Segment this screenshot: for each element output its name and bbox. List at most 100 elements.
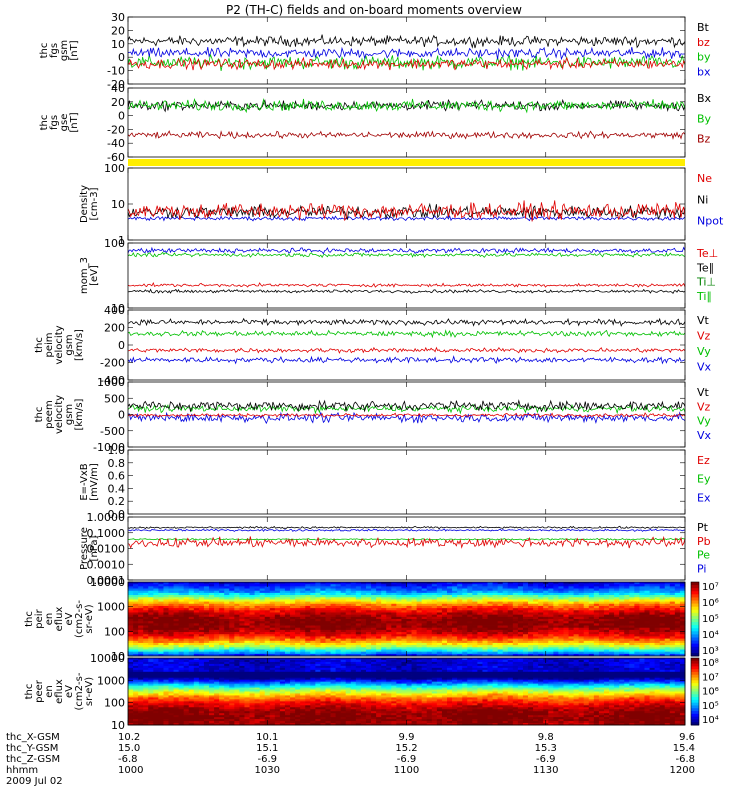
y-tick-label: 30 bbox=[111, 11, 125, 24]
colorbar-label: 10⁷ bbox=[702, 582, 719, 593]
colorbar-step bbox=[691, 594, 699, 598]
colorbar-step bbox=[691, 638, 699, 642]
figure-title: P2 (TH-C) fields and on-board moments ov… bbox=[226, 3, 522, 17]
y-axis-label: sr-eV) bbox=[84, 604, 95, 633]
legend-label: Vx bbox=[697, 361, 712, 374]
series-line-Pb bbox=[128, 536, 685, 548]
series-line-Pe bbox=[128, 538, 685, 540]
colorbar-step bbox=[691, 625, 699, 629]
legend-label: bz bbox=[697, 36, 710, 49]
series-line-Vz bbox=[128, 348, 685, 353]
colorbar-step bbox=[691, 597, 699, 601]
legend-label: Npot bbox=[697, 215, 724, 228]
colorbar-step bbox=[691, 619, 699, 623]
legend-label: Bz bbox=[697, 133, 711, 146]
legend-label: By bbox=[697, 112, 712, 125]
legend-label: Vy bbox=[697, 345, 711, 358]
legend-label: Te∥ bbox=[696, 261, 714, 274]
series-line-Te∥ bbox=[128, 290, 685, 294]
series-line-Bz bbox=[128, 131, 685, 139]
y-tick-label: 10000 bbox=[90, 576, 125, 589]
legend-label: by bbox=[697, 51, 711, 64]
series-line-Ti⊥ bbox=[128, 252, 685, 257]
y-tick-label: 1.0 bbox=[108, 444, 126, 457]
legend-label: Bx bbox=[697, 92, 712, 105]
series-line-Vt bbox=[128, 319, 685, 326]
colorbar-label: 10³ bbox=[702, 646, 719, 657]
y-tick-label: -40 bbox=[107, 137, 125, 150]
colorbar-step bbox=[691, 610, 699, 614]
y-tick-label: 0.2 bbox=[108, 495, 126, 508]
legend-label: Te⊥ bbox=[696, 247, 718, 260]
colorbar-step bbox=[691, 631, 699, 635]
colorbar-step bbox=[691, 634, 699, 638]
y-axis-label: [km/s] bbox=[74, 398, 85, 430]
y-tick-label: -10 bbox=[107, 65, 125, 78]
y-tick-label: 20 bbox=[111, 96, 125, 109]
panel-frame bbox=[128, 517, 685, 580]
colorbar-step bbox=[691, 647, 699, 651]
legend-label: Pi bbox=[697, 562, 706, 575]
y-tick-label: 10 bbox=[111, 198, 125, 211]
y-tick-label: 0 bbox=[118, 110, 125, 123]
y-tick-label: 0.6 bbox=[108, 470, 126, 483]
y-tick-label: 200 bbox=[104, 322, 125, 335]
legend-label: Ex bbox=[697, 491, 711, 504]
legend-label: bx bbox=[697, 65, 711, 78]
legend-label: Bt bbox=[697, 21, 710, 34]
legend-label: Ne bbox=[697, 172, 712, 185]
series-line-Pi bbox=[128, 529, 685, 531]
panel-frame bbox=[128, 243, 685, 308]
panel-frame bbox=[128, 88, 685, 157]
legend-label: Ez bbox=[697, 454, 710, 467]
y-tick-label: -20 bbox=[107, 123, 125, 136]
y-axis-label: [nT] bbox=[69, 112, 80, 132]
y-tick-label: -200 bbox=[100, 357, 125, 370]
colorbar-step bbox=[691, 585, 699, 589]
legend-label: Vx bbox=[697, 429, 712, 442]
colorbar-step bbox=[691, 613, 699, 617]
colorbar-label: 10⁵ bbox=[702, 614, 719, 625]
panel-frame bbox=[128, 310, 685, 380]
y-tick-label: 400 bbox=[104, 304, 125, 317]
y-tick-label: 100 bbox=[104, 162, 125, 175]
colorbar-step bbox=[691, 650, 699, 654]
colorbar-step bbox=[691, 644, 699, 648]
y-axis-label: [cm-3] bbox=[89, 187, 100, 220]
colorbar-label: 10⁶ bbox=[702, 598, 719, 609]
legend-label: Ti∥ bbox=[696, 290, 712, 303]
legend-label: Pb bbox=[697, 535, 711, 548]
y-tick-label: 0.4 bbox=[108, 482, 126, 495]
y-tick-label: 0 bbox=[118, 339, 125, 352]
series-line-Pt bbox=[128, 526, 685, 529]
y-axis-label: [nPa] bbox=[89, 535, 100, 561]
panel-frame bbox=[128, 450, 685, 514]
colorbar-label: 10⁴ bbox=[702, 630, 719, 641]
series-line-Bt bbox=[128, 35, 685, 48]
legend-label: Vt bbox=[697, 386, 710, 399]
y-axis-label: [nT] bbox=[69, 40, 80, 60]
y-axis-label: [eV] bbox=[89, 265, 100, 286]
y-tick-label: 0 bbox=[118, 51, 125, 64]
y-tick-label: 1.0000 bbox=[87, 511, 126, 524]
legend-label: Ti⊥ bbox=[696, 276, 716, 289]
y-tick-label: 1000 bbox=[97, 601, 125, 614]
legend-label: Vt bbox=[697, 314, 710, 327]
y-tick-label: 40 bbox=[111, 82, 125, 95]
legend-label: Vz bbox=[697, 400, 711, 413]
series-line-Te⊥ bbox=[128, 283, 685, 287]
y-tick-label: 20 bbox=[111, 24, 125, 37]
y-axis-label: [km/s] bbox=[74, 329, 85, 361]
legend-label: Pe bbox=[697, 549, 710, 562]
